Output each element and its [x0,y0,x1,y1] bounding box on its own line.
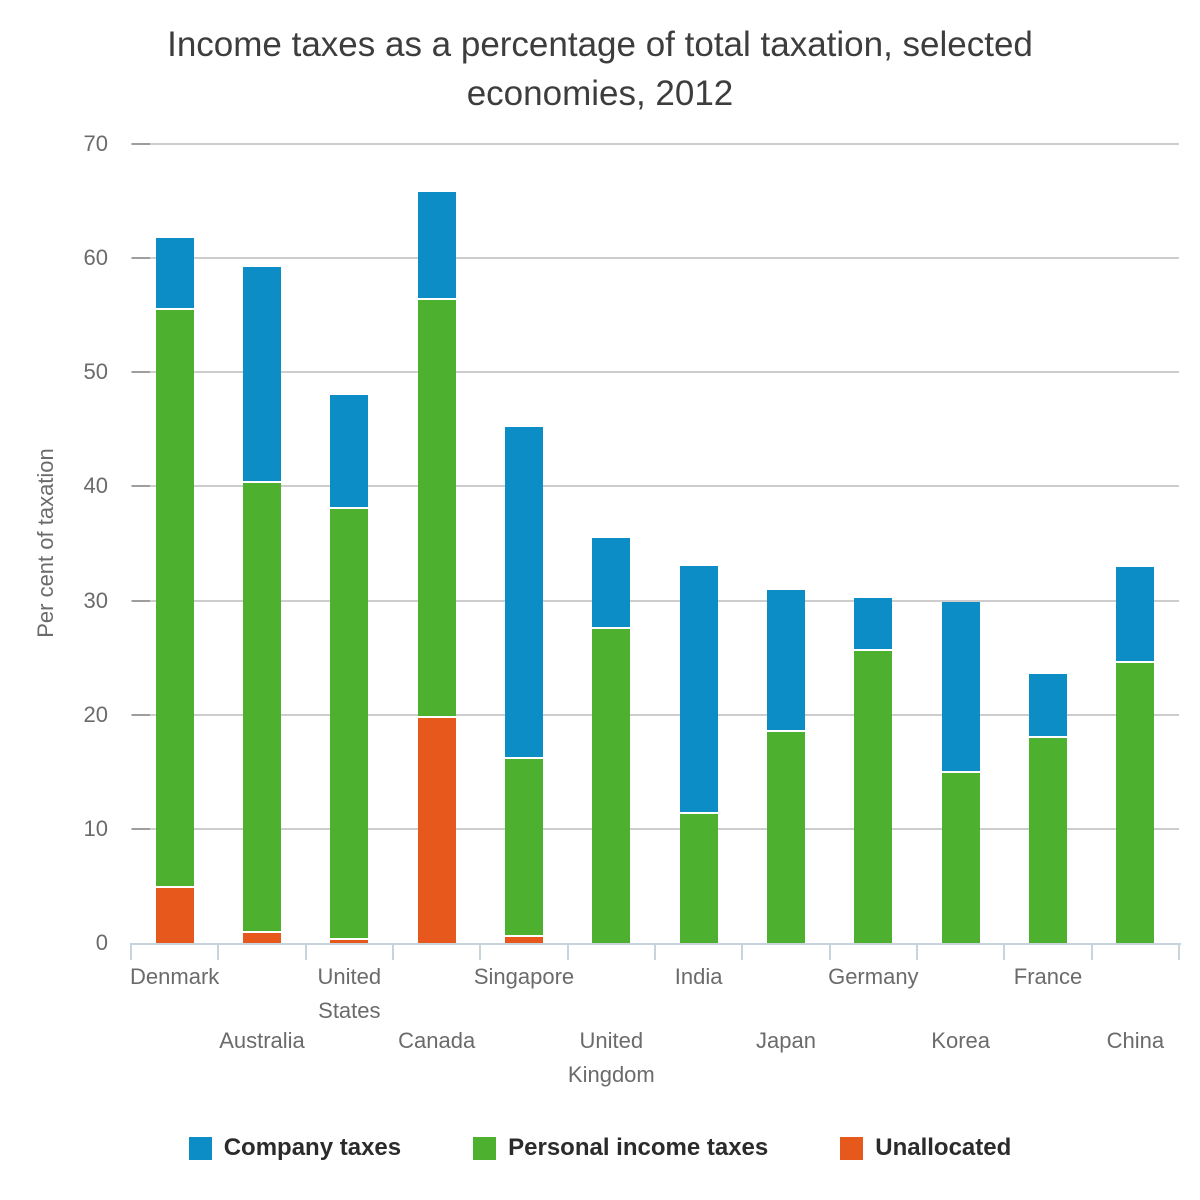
bar-segment-singapore-company-taxes [505,427,543,760]
y-tick-mark-10 [132,827,150,830]
gridline-70 [131,143,1179,145]
x-category-label-germany: Germany [828,964,919,989]
bar-segment-korea-company-taxes [941,601,980,773]
x-category-label-australia: Australia [219,1028,305,1053]
legend-label-unallocated: Unallocated [875,1134,1012,1161]
x-category-label-united-states: United States [317,964,382,1023]
bar-segment-australia-personal-income-taxes [243,483,281,933]
y-tick-label-0: 0 [95,930,108,955]
bar-segment-france-company-taxes [1029,673,1067,738]
chart-title-line2: economies, 2012 [466,74,734,113]
y-tick-label-60: 60 [83,245,108,271]
y-tick-label-10: 10 [83,815,108,841]
x-category-label-united-kingdom: United Kingdom [567,1028,655,1087]
gridline-10 [131,827,1179,830]
bar-segment-germany-company-taxes [854,598,893,651]
bar-segment-japan-personal-income-taxes [767,731,805,943]
bar-segment-united-kingdom-personal-income-taxes [592,629,631,943]
y-tick-label-20: 20 [83,701,108,727]
bar-segment-denmark-unallocated [155,888,194,943]
x-axis-line [131,943,1181,945]
x-tick-11 [1090,943,1093,960]
legend-item-personal-income-taxes[interactable]: Personal income taxes [473,1136,768,1160]
legend-label-company-taxes: Company taxes [223,1134,402,1161]
bar-segment-united-states-company-taxes [330,395,369,510]
bar-segment-australia-unallocated [243,932,281,943]
x-tick-12 [1178,943,1180,960]
x-tick-9 [916,943,918,960]
bar-segment-australia-company-taxes [243,267,281,484]
legend-swatch-company-taxes-icon [188,1136,212,1160]
bar-segment-germany-personal-income-taxes [854,650,893,943]
x-tick-7 [741,943,744,960]
bar-segment-singapore-unallocated [505,937,543,943]
bar-segment-canada-unallocated [417,718,456,943]
bar-segment-canada-personal-income-taxes [417,300,456,719]
chart-title: Income taxes as a percentage of total ta… [95,20,1105,118]
bar-segment-india-personal-income-taxes [679,814,718,943]
y-tick-mark-70 [132,143,150,145]
bar-segment-india-company-taxes [679,566,718,815]
plot-area [131,143,1179,943]
bar-segment-canada-company-taxes [417,191,456,301]
y-tick-label-70: 70 [83,131,108,156]
gridline-40 [131,485,1179,488]
x-category-label-china: China [1106,1028,1165,1053]
x-tick-5 [566,943,569,960]
legend-label-personal-income-taxes: Personal income taxes [508,1134,769,1161]
gridline-20 [131,713,1179,716]
chart-title-line1: Income taxes as a percentage of total ta… [167,25,1033,64]
bar-segment-denmark-personal-income-taxes [155,309,194,889]
bar-segment-united-states-personal-income-taxes [330,509,369,940]
x-tick-10 [1003,943,1006,960]
x-category-label-france: France [1013,964,1083,989]
x-category-label-india: India [674,964,723,989]
x-tick-4 [479,943,482,960]
bar-segment-united-states-unallocated [330,939,369,943]
y-tick-label-50: 50 [83,359,108,385]
gridline-50 [131,371,1179,374]
legend-swatch-unallocated-icon [840,1136,864,1160]
x-tick-6 [654,943,656,960]
bar-segment-korea-personal-income-taxes [941,772,980,943]
bar-segment-china-company-taxes [1116,567,1155,664]
legend-item-unallocated[interactable]: Unallocated [840,1136,1011,1160]
x-tick-2 [304,943,307,960]
y-tick-mark-60 [132,257,150,260]
bar-segment-france-personal-income-taxes [1029,737,1067,943]
bar-segment-china-personal-income-taxes [1116,663,1155,943]
x-category-label-singapore: Singapore [473,964,575,989]
x-category-label-canada: Canada [398,1028,476,1053]
y-tick-mark-40 [132,485,150,488]
gridline-60 [131,257,1179,260]
y-tick-label-30: 30 [83,587,108,613]
x-category-label-japan: Japan [756,1028,816,1053]
y-tick-label-40: 40 [83,473,108,499]
legend: Company taxes Personal income taxes Unal… [0,1136,1200,1160]
y-tick-mark-50 [132,371,150,374]
gridline-30 [131,599,1179,602]
x-tick-1 [217,943,220,960]
bar-segment-singapore-personal-income-taxes [505,759,543,938]
x-category-label-denmark: Denmark [130,964,220,989]
y-tick-mark-20 [132,713,150,716]
legend-item-company-taxes[interactable]: Company taxes [188,1134,402,1161]
x-tick-3 [392,943,394,960]
bar-segment-denmark-company-taxes [155,237,194,310]
legend-swatch-personal-income-taxes-icon [473,1136,497,1160]
y-tick-mark-30 [132,599,150,602]
x-tick-8 [828,943,831,960]
bar-segment-united-kingdom-company-taxes [592,537,631,630]
bar-segment-japan-company-taxes [767,590,805,732]
x-category-label-korea: Korea [931,1028,991,1053]
x-tick-0 [130,943,132,960]
